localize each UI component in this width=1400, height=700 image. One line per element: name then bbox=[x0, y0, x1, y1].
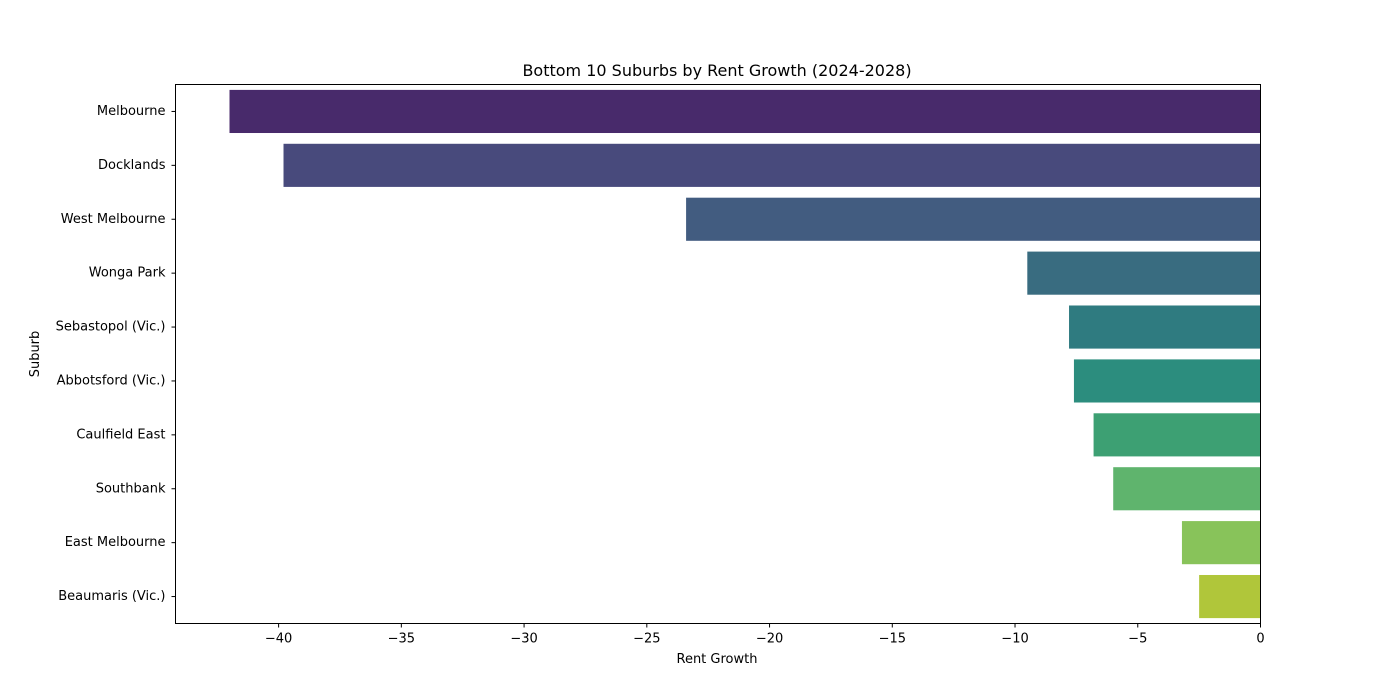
plot-frame bbox=[175, 84, 1261, 624]
y-tick-label: Docklands bbox=[98, 158, 166, 173]
x-tick-label: −5 bbox=[1128, 632, 1147, 647]
y-tick-label: Abbotsford (Vic.) bbox=[57, 373, 166, 388]
bar-west-melbourne bbox=[686, 197, 1261, 241]
bar-wonga-park bbox=[1027, 251, 1261, 295]
bar-sebastopol-vic bbox=[1069, 305, 1261, 349]
x-tick-label: −25 bbox=[633, 632, 660, 647]
x-tick-label: −15 bbox=[879, 632, 906, 647]
y-axis-label: Suburb bbox=[28, 331, 43, 378]
y-tick-label: West Melbourne bbox=[61, 212, 166, 227]
bar-melbourne bbox=[229, 89, 1261, 134]
y-tick-label: Sebastopol (Vic.) bbox=[56, 320, 166, 335]
bars-layer bbox=[229, 89, 1261, 619]
bar-docklands bbox=[283, 143, 1261, 187]
x-axis: −40 −35 −30 −25 −20 −15 −10 −5 0 bbox=[265, 623, 1265, 647]
bar-caulfield-east bbox=[1093, 413, 1261, 457]
y-axis: Melbourne Docklands West Melbourne Wonga Pa… bbox=[56, 104, 176, 604]
bar-east-melbourne bbox=[1181, 521, 1261, 565]
x-tick-label: 0 bbox=[1256, 632, 1264, 647]
x-tick-label: −10 bbox=[1001, 632, 1028, 647]
x-tick-label: −40 bbox=[265, 632, 292, 647]
x-axis-label: Rent Growth bbox=[677, 652, 758, 667]
x-tick-label: −35 bbox=[388, 632, 415, 647]
y-tick-label: Southbank bbox=[96, 481, 166, 496]
bar-abbotsford-vic bbox=[1073, 359, 1261, 403]
bar-beaumaris-vic bbox=[1199, 574, 1261, 619]
y-tick-label: Caulfield East bbox=[76, 427, 165, 442]
chart-title: Bottom 10 Suburbs by Rent Growth (2024-2… bbox=[522, 61, 911, 80]
y-tick-label: East Melbourne bbox=[65, 535, 166, 550]
x-tick-label: −20 bbox=[756, 632, 783, 647]
y-tick-label: Wonga Park bbox=[89, 266, 166, 281]
y-tick-label: Melbourne bbox=[97, 104, 166, 119]
y-tick-label: Beaumaris (Vic.) bbox=[58, 589, 165, 604]
bar-southbank bbox=[1113, 467, 1261, 511]
x-tick-label: −30 bbox=[510, 632, 537, 647]
